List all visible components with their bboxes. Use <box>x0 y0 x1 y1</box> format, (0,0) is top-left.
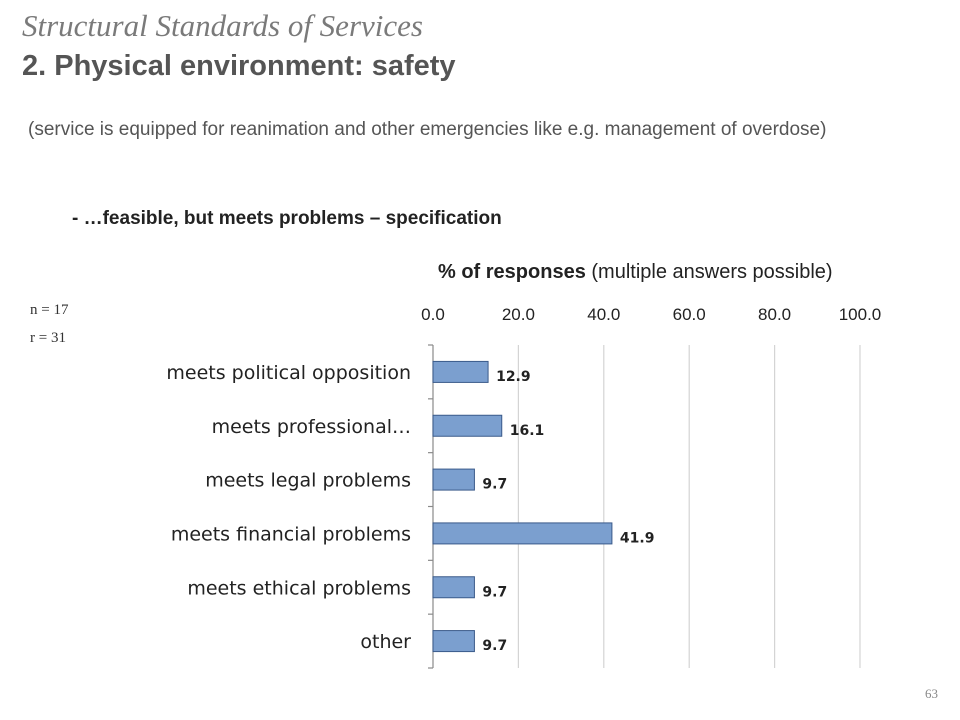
data-label: 9.7 <box>482 477 507 493</box>
slide-subtitle: 2. Physical environment: safety <box>22 50 456 82</box>
category-label: meets financial problems <box>171 523 411 545</box>
chart-title-rest: (multiple answers possible) <box>585 261 833 283</box>
x-tick-label: 0.0 <box>421 305 445 324</box>
slide-title: Structural Standards of Services <box>22 8 423 43</box>
category-label: meets legal problems <box>205 470 411 492</box>
bar <box>432 522 613 545</box>
category-label: other <box>360 631 411 653</box>
x-tick-label: 20.0 <box>502 305 535 324</box>
chart-title: % of responses (multiple answers possibl… <box>438 261 833 284</box>
bar <box>432 360 489 383</box>
x-tick-label: 40.0 <box>587 305 620 324</box>
category-label: meets professional… <box>212 416 411 438</box>
bar <box>432 630 475 653</box>
x-tick-label: 60.0 <box>673 305 706 324</box>
data-label: 12.9 <box>496 369 531 385</box>
data-label: 41.9 <box>620 530 655 546</box>
bar <box>432 468 475 491</box>
chart-title-bold: % of responses <box>438 261 586 283</box>
data-label: 9.7 <box>482 638 507 654</box>
slide-description: (service is equipped for reanimation and… <box>28 119 827 140</box>
category-label: meets ethical problems <box>187 577 411 599</box>
specification-heading: - …feasible, but meets problems – specif… <box>72 208 502 229</box>
bar <box>432 414 503 437</box>
data-label: 9.7 <box>482 584 507 600</box>
x-tick-label: 100.0 <box>839 305 882 324</box>
category-label: meets political opposition <box>166 362 411 384</box>
response-count-r: r = 31 <box>30 330 66 346</box>
bar <box>432 576 475 599</box>
page-number: 63 <box>925 686 938 701</box>
x-tick-label: 80.0 <box>758 305 791 324</box>
data-label: 16.1 <box>510 423 545 439</box>
sample-size-n: n = 17 <box>30 302 69 318</box>
